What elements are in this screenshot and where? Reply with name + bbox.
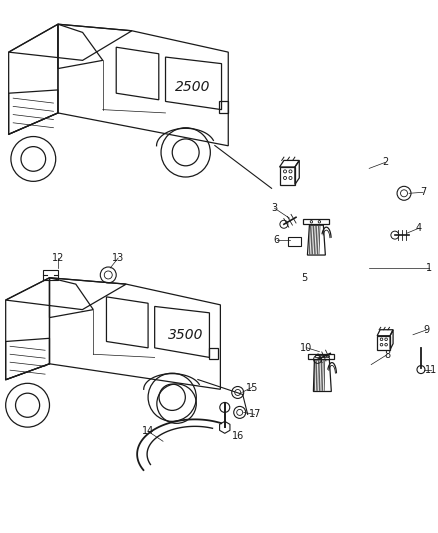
Text: 15: 15 [245, 383, 258, 392]
Text: 3500: 3500 [168, 328, 203, 342]
Text: 14: 14 [142, 426, 154, 437]
Text: 2: 2 [382, 157, 388, 167]
Bar [315, 355, 326, 357]
Text: 5: 5 [301, 273, 307, 283]
Bar [219, 101, 228, 113]
Text: 11: 11 [425, 365, 437, 375]
Text: 12: 12 [52, 253, 65, 263]
Bar [287, 237, 301, 246]
Bar [209, 348, 218, 359]
Text: 13: 13 [112, 253, 124, 263]
Text: 1: 1 [426, 263, 432, 273]
Text: 9: 9 [424, 325, 430, 335]
Text: 16: 16 [232, 431, 244, 441]
Text: 17: 17 [248, 409, 261, 419]
Text: 8: 8 [384, 350, 390, 360]
Text: 3: 3 [272, 203, 278, 213]
Text: 2500: 2500 [175, 79, 210, 94]
Text: 4: 4 [416, 223, 422, 233]
Text: 10: 10 [300, 343, 313, 353]
Text: 6: 6 [273, 235, 279, 245]
Text: 7: 7 [420, 187, 426, 197]
